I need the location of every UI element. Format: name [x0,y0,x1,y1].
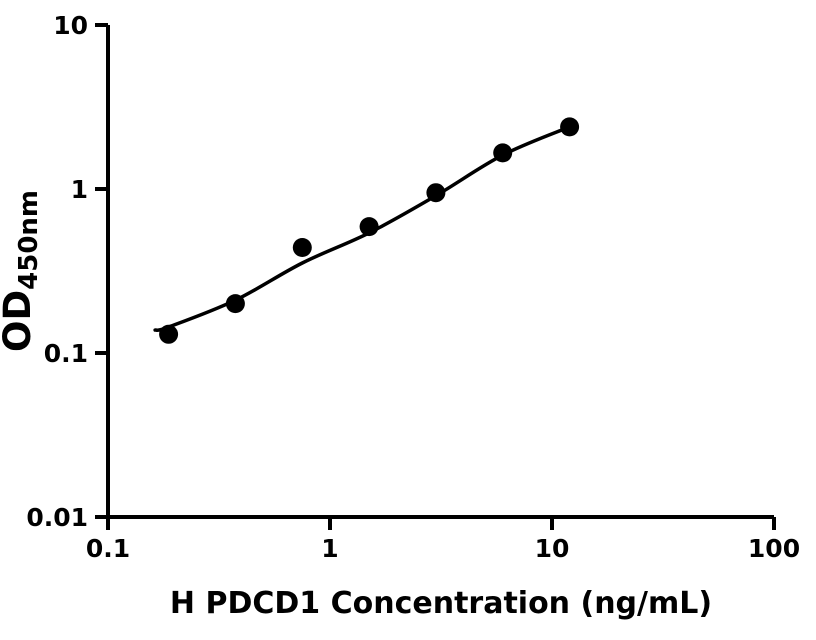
x-tick-label: 100 [748,534,800,563]
x-tick-label: 10 [535,534,570,563]
y-tick-label: 0.01 [26,503,88,532]
axis-ticks [95,23,776,530]
data-point-marker [560,117,580,137]
axes [106,25,774,519]
data-point-marker [359,217,379,237]
x-tick-label: 0.1 [86,534,130,563]
data-point-marker [225,294,245,314]
data-point-marker [426,183,446,203]
y-tick-label: 10 [53,11,88,40]
x-tick-label: 1 [321,534,338,563]
y-axis-title: OD450nm [0,190,44,352]
data-point-marker [493,143,513,163]
y-tick-label: 0.1 [44,339,88,368]
x-axis-title: H PDCD1 Concentration (ng/mL) [170,586,712,621]
y-axis-title-subscript: 450nm [14,190,44,290]
data-points [159,117,580,344]
y-tick-label: 1 [71,175,88,204]
data-point-marker [292,238,312,257]
y-axis-title-main: OD [0,290,39,352]
data-point-marker [159,324,179,344]
